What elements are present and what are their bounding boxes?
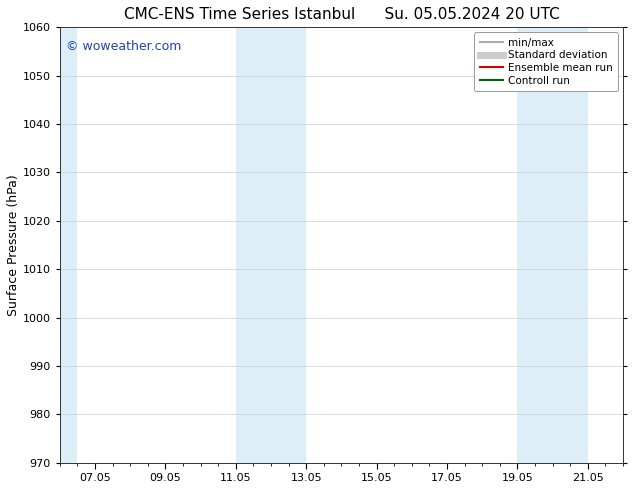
Text: © woweather.com: © woweather.com	[65, 40, 181, 53]
Title: CMC-ENS Time Series Istanbul      Su. 05.05.2024 20 UTC: CMC-ENS Time Series Istanbul Su. 05.05.2…	[124, 7, 559, 22]
Legend: min/max, Standard deviation, Ensemble mean run, Controll run: min/max, Standard deviation, Ensemble me…	[474, 32, 618, 91]
Bar	[517, 27, 588, 463]
Y-axis label: Surface Pressure (hPa): Surface Pressure (hPa)	[7, 174, 20, 316]
Bar	[60, 27, 77, 463]
Bar	[236, 27, 306, 463]
